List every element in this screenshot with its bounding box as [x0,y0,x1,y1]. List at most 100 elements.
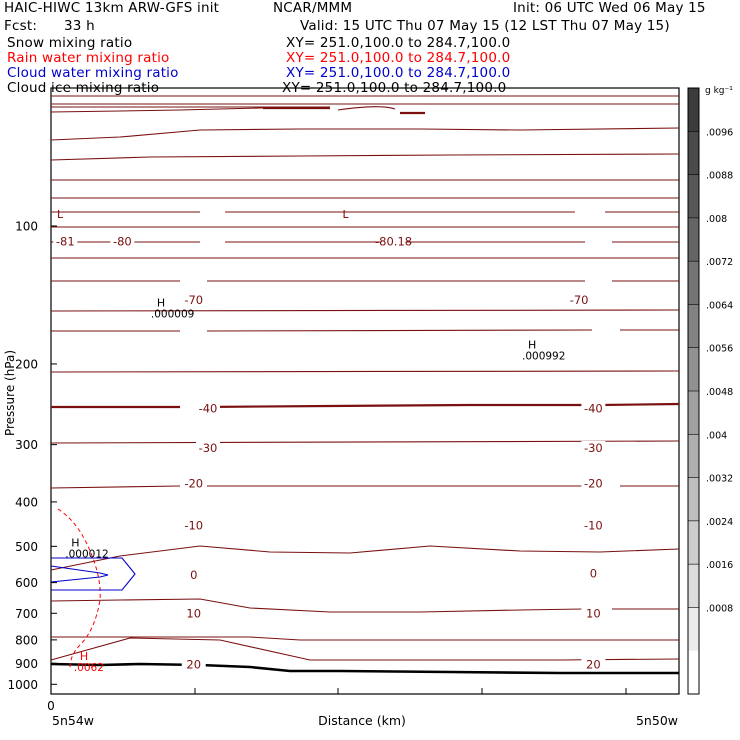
isotherm-label: 0 [190,568,197,582]
colorbar-level: .0056 [706,344,733,355]
org-label: NCAR/MMM [273,0,353,16]
colorbar-swatch [688,304,699,349]
isotherm-label: 20 [586,657,601,671]
rain-water-contour [57,508,101,669]
high-marker: H [80,650,88,663]
forecast-hours: 33 h [64,18,95,34]
colorbar-level: .0024 [706,517,733,528]
terrain-line [50,662,679,675]
extremum-value: .000009 [151,309,194,321]
field-xy-cloud-water: XY= 251.0,100.0 to 284.7,100.0 [286,65,511,81]
isotherm-label: -20 [184,477,203,491]
isotherm-label: -81 [56,234,75,248]
colorbar-level: .0048 [706,387,733,398]
colorbar-level: .0072 [706,257,733,268]
colorbar-level: .004 [706,430,727,441]
y-tick-label: 400 [15,495,38,509]
y-tick-label: 600 [15,576,38,590]
isotherm-label-bg [196,440,220,454]
isotherm-label-bg [581,606,606,620]
isotherm-label-bg [181,568,206,582]
isotherm-label: -20 [584,477,603,491]
colorbar-swatch [688,434,699,479]
isotherm-label: 20 [186,657,201,671]
isotherm-label: -70 [570,293,589,307]
init-time: Init: 06 UTC Wed 06 May 15 [513,0,706,16]
model-title: HAIC-HIWC 13km ARW-GFS init [4,0,220,16]
y-tick-label: 800 [15,633,38,647]
cloud-water-contour-outer [51,557,136,591]
colorbar-swatch [688,261,699,305]
extremum-value: .0062 [74,662,104,674]
y-tick-label: 900 [15,657,38,671]
high-marker: H [71,536,79,549]
field-label-rain: Rain water mixing ratio [7,50,170,66]
x-start-label: 5n54w [52,713,94,728]
colorbar-swatch [688,217,699,262]
x-tick-label: 0 [47,699,55,713]
colorbar-swatch [688,88,699,132]
isotherm-labels: -80 -80.18 -81 -70 -70 -40 -40 -30 -30 -20 -20 -10 -… [53,234,606,671]
y-tick-label: 200 [15,357,38,371]
y-tick-label: 100 [15,219,38,233]
isotherm-lines [50,95,680,661]
colorbar-swatch [688,564,699,608]
isotherm-label-bg [53,234,78,248]
high-marker: H [528,338,536,351]
y-tick-label: 500 [15,540,38,554]
isotherm-label-bg [196,401,220,415]
y-tick-label: 1000 [7,678,38,692]
forecast-label: Fcst: [4,18,38,34]
colorbar-level: .0008 [706,603,733,614]
isotherm-label: -40 [199,401,218,415]
field-xy-rain: XY= 251.0,100.0 to 284.7,100.0 [286,50,511,66]
isotherm-label: -10 [184,518,203,532]
colorbar-level: .0016 [706,560,733,571]
field-xy-snow: XY= 251.0,100.0 to 284.7,100.0 [286,35,511,51]
colorbar-level: .0032 [706,474,733,485]
isotherm-label: -70 [184,293,203,307]
colorbar-swatch [688,477,699,522]
isotherm-label-bg [181,476,206,490]
y-tick-label: 700 [15,607,38,621]
colorbar-swatch [688,391,699,435]
field-label-cloud-water: Cloud water mixing ratio [7,65,179,81]
colorbar-level: .0088 [706,171,733,182]
isotherm-label-bg [581,476,606,490]
freezing-level-line-2 [199,402,680,409]
low-marker: L [57,208,64,221]
colorbar-level: .008 [706,214,727,225]
isotherm-label-bg [581,566,606,580]
cloud-water-contour-inner [50,565,109,583]
isotherm-label-bg [581,518,606,532]
isotherm-label: 10 [586,606,601,620]
colorbar-swatch [688,347,699,392]
extremum-value: .000992 [522,350,565,362]
isotherm-label: 10 [186,606,201,620]
colorbar-swatch [688,131,699,176]
colorbar-swatch [688,650,699,695]
low-marker: L [342,208,349,221]
isotherm-label-bg [381,234,406,248]
colorbar-swatch [688,607,699,652]
valid-time: Valid: 15 UTC Thu 07 May 15 (12 LST Thu … [300,18,670,34]
isotherm-label: -30 [199,441,218,455]
extremum-value: .000012 [65,548,108,560]
x-axis-title: Distance (km) [318,713,406,728]
y-tick-label: 300 [15,438,38,452]
isotherm-label-bg [181,606,206,620]
field-label-snow: Snow mixing ratio [7,35,133,51]
plot-frame [50,87,680,695]
isotherm-label-bg [581,401,606,415]
isotherm-label: -40 [584,401,603,415]
isotherm-label: -80 [113,234,132,248]
isotherm-label-bg [567,292,592,306]
colorbar-level: .0064 [706,300,733,311]
high-marker: H [157,297,165,310]
colorbar-swatch [688,174,699,219]
y-axis: 100 200 300 400 500 600 700 800 900 1000 [7,219,57,692]
colorbar-swatch [688,520,699,565]
isotherm-label: -80.18 [375,234,412,248]
x-axis-ticks [50,688,627,694]
isotherm-label-bg [581,657,606,671]
